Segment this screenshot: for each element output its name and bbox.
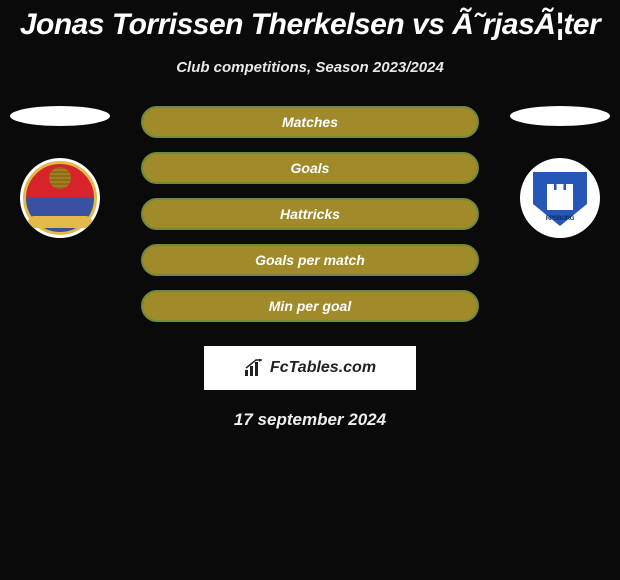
stat-label: Goals per match	[255, 252, 365, 268]
comparison-body: Matches Goals Hattricks Goals per match	[0, 106, 620, 322]
player-right-ellipse	[510, 106, 610, 126]
club-crest-left	[20, 158, 100, 238]
comparison-card: Jonas Torrissen Therkelsen vs Ã˜rjasÃ¦te…	[0, 0, 620, 430]
stat-label: Hattricks	[280, 206, 340, 222]
player-left-column	[10, 106, 110, 238]
stat-row-goals-per-match: Goals per match	[141, 244, 479, 276]
player-right-column: RPSBORG	[510, 106, 610, 238]
stat-pill: Min per goal	[141, 290, 479, 322]
stat-pill: Matches	[141, 106, 479, 138]
page-title: Jonas Torrissen Therkelsen vs Ã˜rjasÃ¦te…	[0, 8, 620, 41]
site-logo[interactable]: FcTables.com	[204, 346, 416, 390]
stat-pill: Hattricks	[141, 198, 479, 230]
stat-pill: Goals per match	[141, 244, 479, 276]
stat-row-hattricks: Hattricks	[141, 198, 479, 230]
stat-row-min-per-goal: Min per goal	[141, 290, 479, 322]
stat-label: Min per goal	[269, 298, 351, 314]
date-label: 17 september 2024	[0, 410, 620, 430]
bar-chart-icon	[244, 359, 266, 377]
stat-row-goals: Goals	[141, 152, 479, 184]
stats-list: Matches Goals Hattricks Goals per match	[135, 106, 485, 322]
stat-row-matches: Matches	[141, 106, 479, 138]
stat-label: Goals	[291, 160, 330, 176]
stat-label: Matches	[282, 114, 338, 130]
subtitle: Club competitions, Season 2023/2024	[0, 59, 620, 76]
player-left-ellipse	[10, 106, 110, 126]
crest-right-text: RPSBORG	[546, 216, 574, 222]
crest-left-wave-icon	[28, 216, 92, 228]
stat-pill: Goals	[141, 152, 479, 184]
crest-right-castle-icon	[547, 190, 573, 210]
site-logo-text: FcTables.com	[270, 359, 376, 377]
club-crest-right: RPSBORG	[520, 158, 600, 238]
crest-left-ball-icon	[49, 167, 71, 189]
